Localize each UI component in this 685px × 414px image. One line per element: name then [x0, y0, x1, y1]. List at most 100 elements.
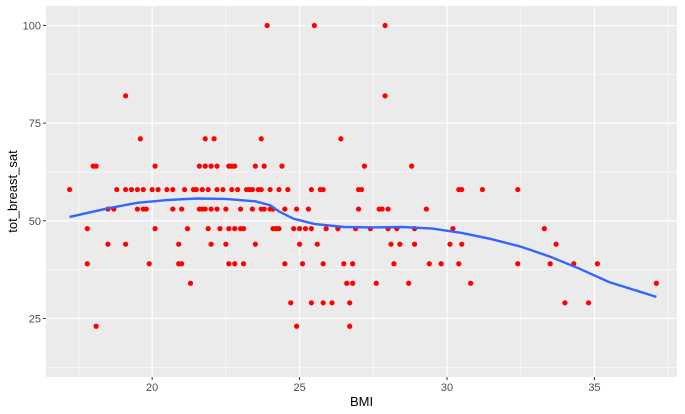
- data-point: [423, 206, 429, 212]
- data-point: [299, 261, 306, 267]
- data-point: [240, 261, 247, 267]
- data-point: [373, 280, 379, 286]
- data-point: [388, 241, 394, 247]
- data-point: [355, 206, 362, 212]
- data-point: [276, 186, 282, 193]
- data-point: [229, 186, 235, 193]
- data-point: [179, 261, 185, 267]
- data-point: [296, 226, 303, 232]
- data-point: [267, 186, 273, 193]
- data-point: [302, 226, 309, 232]
- data-point: [214, 163, 220, 169]
- data-point: [249, 186, 256, 193]
- major-grid: [46, 6, 677, 377]
- data-point: [196, 163, 202, 169]
- data-point: [382, 22, 388, 29]
- x-tick-label: 35: [588, 382, 600, 394]
- data-point: [411, 241, 418, 247]
- data-point: [305, 206, 312, 212]
- data-point: [170, 206, 176, 212]
- data-point: [261, 206, 267, 212]
- x-tick-label: 25: [293, 382, 305, 394]
- data-point: [226, 226, 232, 232]
- data-point: [226, 261, 232, 267]
- data-point: [249, 206, 256, 212]
- data-point: [479, 186, 485, 193]
- data-point: [105, 241, 111, 247]
- data-point: [438, 261, 444, 267]
- data-point: [294, 323, 300, 329]
- data-point: [232, 261, 238, 267]
- data-point: [276, 226, 282, 232]
- data-point: [202, 136, 208, 142]
- data-point: [66, 186, 73, 193]
- data-point: [279, 163, 285, 169]
- data-point: [220, 186, 226, 193]
- data-point: [350, 280, 356, 286]
- data-point: [308, 226, 314, 232]
- data-point: [320, 261, 326, 267]
- data-point: [459, 186, 465, 193]
- data-points: [66, 22, 659, 329]
- data-point: [258, 186, 264, 193]
- data-point: [232, 226, 238, 232]
- data-point: [547, 261, 553, 267]
- data-point: [653, 280, 659, 286]
- data-point: [205, 226, 211, 232]
- x-tick-label: 30: [441, 382, 453, 394]
- data-point: [347, 323, 353, 329]
- data-point: [164, 186, 170, 193]
- data-point: [382, 93, 388, 99]
- data-point: [223, 241, 229, 247]
- data-point: [391, 261, 397, 267]
- data-point: [93, 323, 99, 329]
- x-axis-ticks: 20 25 30 35: [146, 377, 601, 394]
- data-point: [240, 226, 247, 232]
- data-point: [199, 186, 205, 193]
- data-point: [84, 226, 90, 232]
- data-point: [223, 206, 229, 212]
- data-point: [308, 300, 314, 306]
- data-point: [155, 186, 161, 193]
- data-point: [123, 241, 129, 247]
- data-point: [294, 206, 300, 212]
- data-point: [93, 163, 99, 169]
- minor-grid: [46, 6, 677, 377]
- y-tick-label: 25: [29, 313, 41, 325]
- data-point: [140, 186, 146, 193]
- data-point: [214, 186, 220, 193]
- data-point: [288, 300, 294, 306]
- data-point: [202, 163, 208, 169]
- data-point: [594, 261, 600, 267]
- data-point: [208, 163, 214, 169]
- data-point: [515, 186, 521, 193]
- data-point: [553, 241, 559, 247]
- data-point: [409, 163, 415, 169]
- y-axis-ticks: 25 50 75 100: [23, 21, 46, 325]
- data-point: [187, 280, 194, 286]
- data-point: [515, 261, 521, 267]
- data-point: [282, 206, 288, 212]
- data-point: [426, 261, 432, 267]
- data-point: [114, 186, 120, 193]
- data-point: [134, 206, 141, 212]
- data-point: [314, 241, 320, 247]
- data-point: [323, 226, 329, 232]
- data-point: [232, 163, 238, 169]
- y-axis-title: tot_breast_sat: [5, 150, 20, 233]
- data-point: [385, 206, 391, 212]
- data-point: [585, 300, 592, 306]
- x-axis-title: BMI: [350, 394, 373, 409]
- data-point: [217, 226, 223, 232]
- data-point: [361, 163, 368, 169]
- data-point: [181, 186, 188, 193]
- data-point: [208, 241, 214, 247]
- data-point: [450, 226, 456, 232]
- data-point: [170, 186, 176, 193]
- data-point: [264, 22, 270, 29]
- y-tick-label: 75: [29, 118, 41, 130]
- data-point: [238, 206, 244, 212]
- data-point: [406, 280, 412, 286]
- data-point: [176, 241, 182, 247]
- data-point: [143, 206, 149, 212]
